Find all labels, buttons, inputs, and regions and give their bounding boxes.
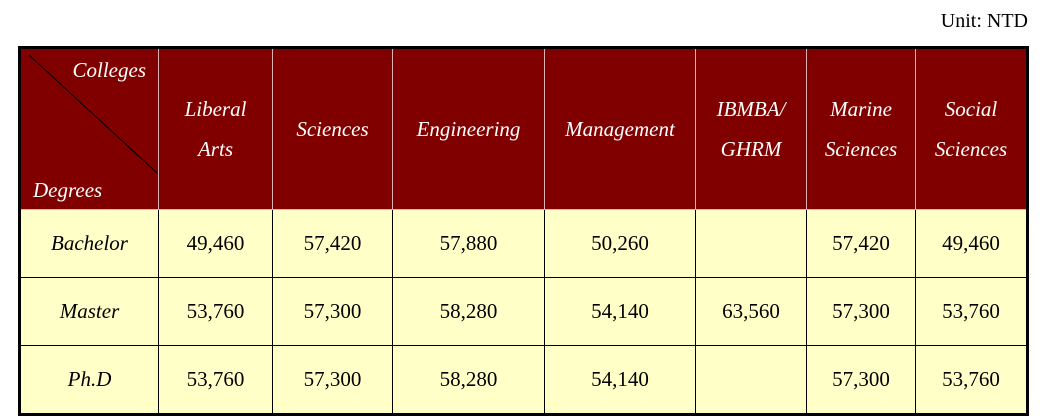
- fee-cell: 57,300: [272, 345, 393, 415]
- row-label: Bachelor: [19, 209, 159, 278]
- fee-cell: 54,140: [544, 345, 696, 415]
- column-header: Social Sciences: [915, 47, 1028, 210]
- fee-cell: 63,560: [695, 277, 807, 346]
- corner-diagonal: [28, 54, 158, 174]
- fee-cell: 57,300: [806, 277, 916, 346]
- empty-cell: [695, 345, 807, 415]
- row-label: Master: [19, 277, 159, 346]
- fee-cell: 53,760: [915, 345, 1028, 415]
- fee-cell: 58,280: [392, 277, 545, 346]
- rows-label: Degrees: [33, 178, 103, 202]
- page: Unit: NTD Colleges Degrees Liberal Arts S…: [18, 10, 1029, 416]
- fee-cell: 49,460: [158, 209, 273, 278]
- fee-cell: 57,420: [806, 209, 916, 278]
- table-body: Bachelor 49,460 57,420 57,880 50,260 57,420 49…: [19, 209, 1028, 415]
- unit-note: Unit: NTD: [940, 10, 1028, 32]
- column-header: Marine Sciences: [806, 47, 916, 210]
- table-row: Bachelor 49,460 57,420 57,880 50,260 57,420 49…: [19, 209, 1028, 278]
- fee-cell: 54,140: [544, 277, 696, 346]
- row-label: Ph.D: [19, 345, 159, 415]
- fee-cell: 53,760: [158, 277, 273, 346]
- column-header: IBMBA/ GHRM: [695, 47, 807, 210]
- column-header: Liberal Arts: [158, 47, 273, 210]
- header-row: Colleges Degrees Liberal Arts Sciences Eng…: [19, 47, 1028, 210]
- fee-cell: 49,460: [915, 209, 1028, 278]
- columns-label: Colleges: [72, 58, 147, 82]
- fee-table: Colleges Degrees Liberal Arts Sciences Eng…: [18, 46, 1029, 416]
- column-header: Engineering: [392, 47, 545, 210]
- column-header: Sciences: [272, 47, 393, 210]
- column-header: Management: [544, 47, 696, 210]
- fee-cell: 53,760: [158, 345, 273, 415]
- fee-cell: 58,280: [392, 345, 545, 415]
- fee-cell: 57,300: [272, 277, 393, 346]
- table-row: Ph.D 53,760 57,300 58,280 54,140 57,300 53,760: [19, 345, 1028, 415]
- table-row: Master 53,760 57,300 58,280 54,140 63,560 57,3…: [19, 277, 1028, 346]
- fee-cell: 50,260: [544, 209, 696, 278]
- fee-cell: 57,420: [272, 209, 393, 278]
- corner-cell: Colleges Degrees: [19, 47, 159, 210]
- fee-cell: 53,760: [915, 277, 1028, 346]
- fee-cell: 57,880: [392, 209, 545, 278]
- empty-cell: [695, 209, 807, 278]
- fee-cell: 57,300: [806, 345, 916, 415]
